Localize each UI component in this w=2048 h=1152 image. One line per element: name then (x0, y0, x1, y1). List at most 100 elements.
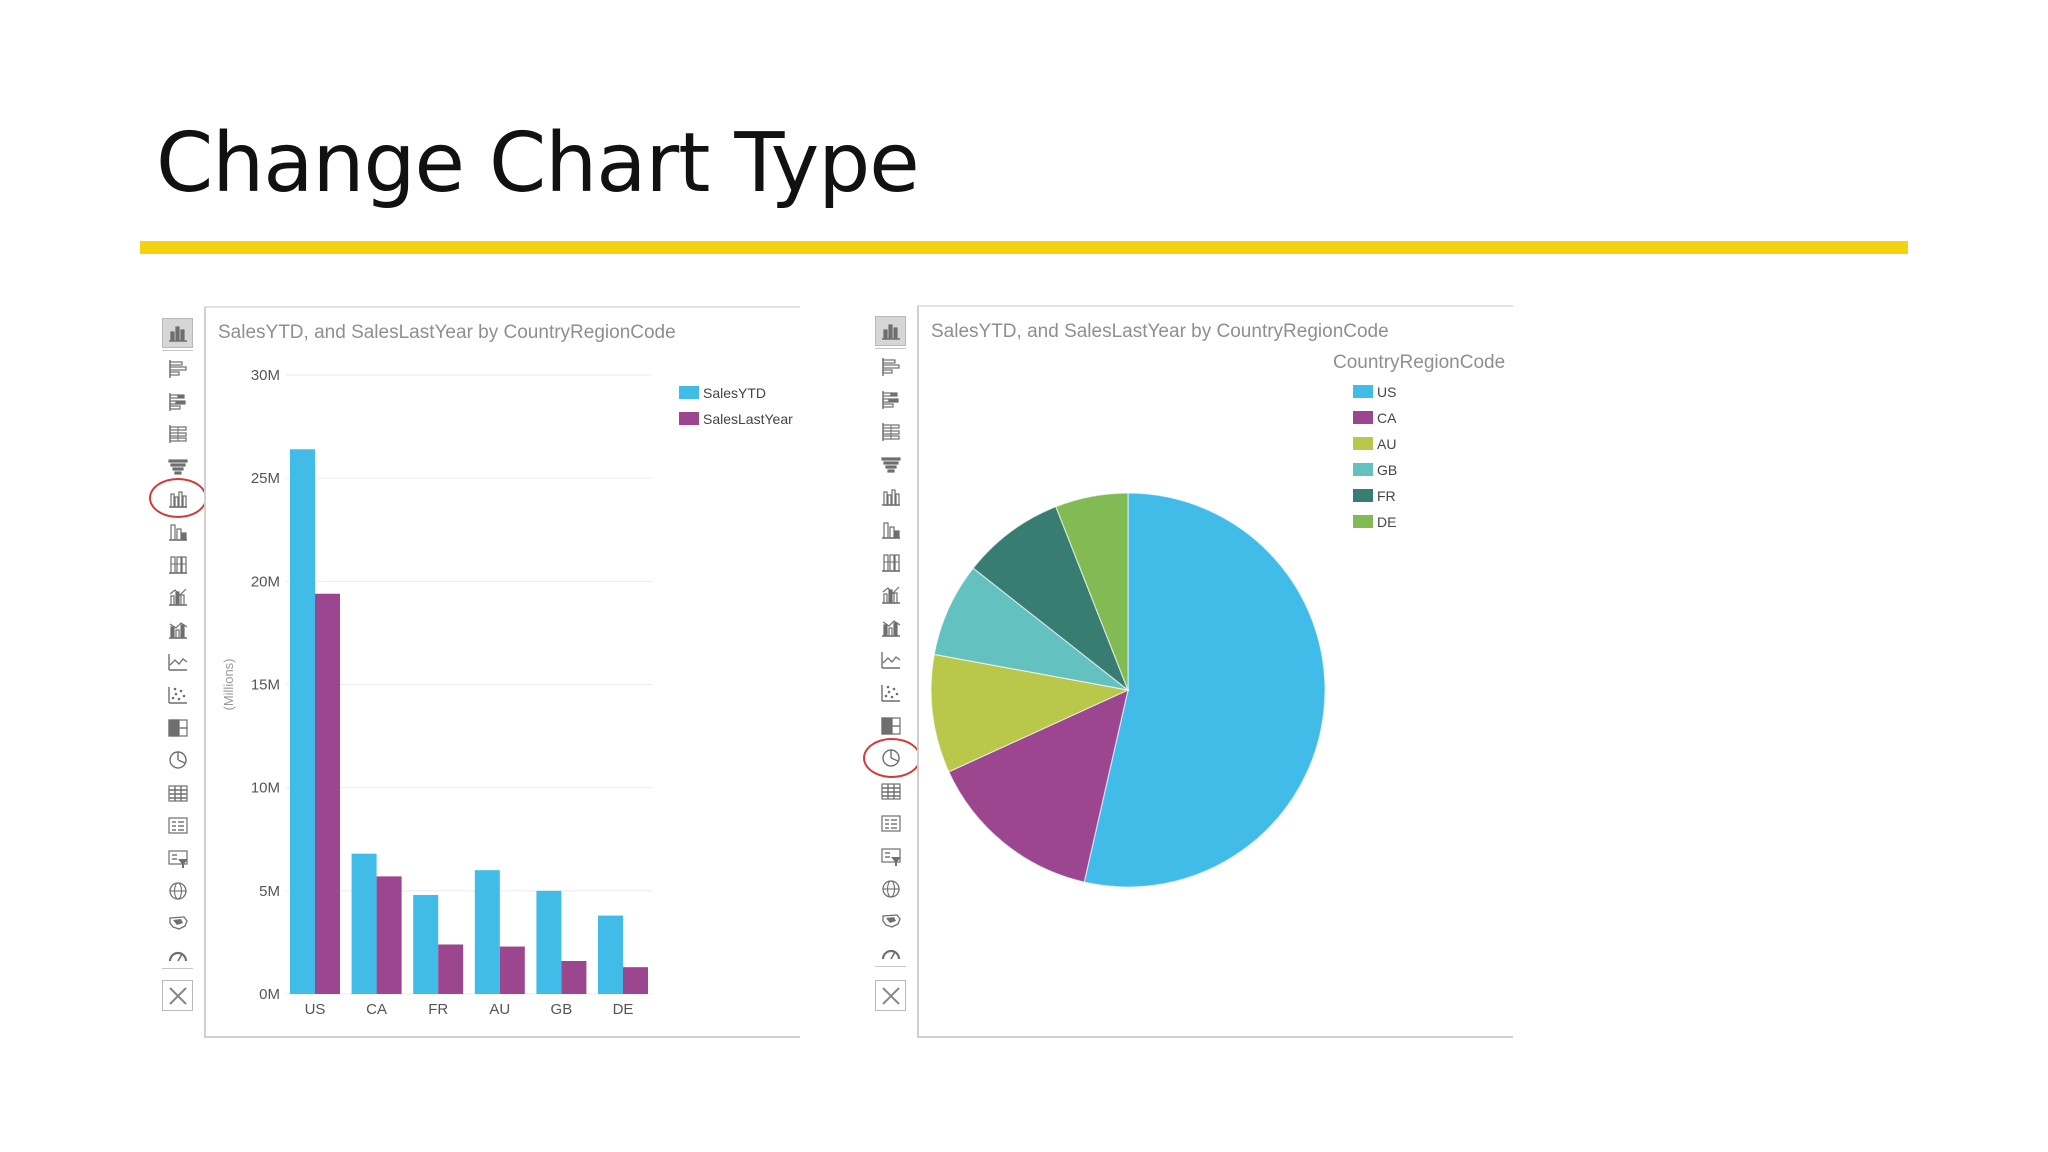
toolbar-button-clustered-bar[interactable] (162, 354, 193, 384)
toolbar-button-scatter-chart[interactable] (162, 680, 193, 710)
100-stacked-bar-icon (168, 425, 187, 444)
title-accent-bar (140, 241, 1908, 254)
toolbar-button-table[interactable] (162, 778, 193, 808)
bar-SalesLastYear-CA (376, 876, 402, 994)
funnel-icon (167, 459, 188, 475)
bar-SalesLastYear-US (315, 593, 340, 994)
toolbar-button-stacked-bar[interactable] (162, 387, 193, 417)
toolbar-button-100-stacked-bar[interactable] (875, 417, 906, 447)
close-visual-button-left[interactable] (162, 980, 193, 1011)
y-tick-label: 15M (251, 677, 280, 694)
toolbar-button-filled-map[interactable] (875, 906, 906, 936)
clustered-column-chart: 0M 5M 10M 15M 20M 25M 30M (Millions) US CA FR AU GB D… (221, 367, 793, 1018)
toolbar-button-column-line-stacked[interactable] (875, 613, 906, 643)
toolbar-button-bar-chart[interactable] (162, 318, 193, 348)
bar-SalesYTD-CA (351, 853, 377, 994)
toolbar-button-column-line[interactable] (875, 580, 906, 610)
column-line-icon (881, 586, 900, 604)
legend-swatch (1353, 437, 1373, 450)
toolbar-button-map[interactable] (162, 876, 193, 906)
x-tick-label: DE (613, 1001, 634, 1018)
bar-SalesLastYear-GB (561, 960, 587, 994)
toolbar-button-table[interactable] (875, 776, 906, 806)
toolbar-button-bar-chart[interactable] (875, 316, 906, 346)
clustered-bar-icon (168, 360, 187, 378)
treemap-icon (880, 716, 901, 735)
toolbar-button-treemap[interactable] (162, 713, 193, 743)
pie-chart-frame[interactable]: SalesYTD, and SalesLastYear by CountryRe… (917, 305, 1513, 1038)
visualizations-toolbar-right (875, 316, 906, 968)
legend-label: FR (1377, 488, 1396, 504)
stacked-bar-icon (881, 390, 899, 409)
toolbar-button-gauge[interactable] (162, 941, 193, 971)
toolbar-button-line-chart[interactable] (162, 647, 193, 677)
legend-label: SalesYTD (703, 385, 766, 401)
toolbar-button-scatter-chart[interactable] (875, 678, 906, 708)
y-axis-label: (Millions) (221, 659, 236, 711)
pie-slice-AU (930, 653, 1130, 773)
toolbar-button-line-chart[interactable] (875, 645, 906, 675)
slicer-icon (167, 850, 188, 868)
toolbar-button-column-line-stacked[interactable] (162, 615, 193, 645)
toolbar-button-clustered-bar[interactable] (875, 352, 906, 382)
stacked-column-icon (168, 524, 187, 541)
highlight-ring-pie (863, 738, 921, 778)
toolbar-separator (162, 968, 193, 969)
100-stacked-bar-icon (881, 423, 900, 442)
toolbar-button-gauge[interactable] (875, 939, 906, 969)
column-chart-frame[interactable]: SalesYTD, and SalesLastYear by CountryRe… (204, 306, 800, 1038)
toolbar-button-treemap[interactable] (875, 711, 906, 741)
close-icon (881, 986, 900, 1005)
toolbar-button-funnel[interactable] (162, 452, 193, 482)
bar-SalesLastYear-FR (438, 944, 464, 994)
scatter-chart-icon (167, 687, 187, 704)
y-tick-label: 30M (251, 367, 280, 384)
toolbar-button-filled-map[interactable] (162, 908, 193, 938)
toolbar-button-100-stacked-column[interactable] (162, 550, 193, 580)
toolbar-button-slicer[interactable] (162, 843, 193, 873)
toolbar-button-card[interactable] (162, 810, 193, 840)
toolbar-button-100-stacked-bar[interactable] (162, 419, 193, 449)
table-icon (880, 783, 901, 800)
gauge-icon (881, 949, 900, 960)
clustered-column-icon (881, 489, 900, 507)
bar-SalesYTD-US (290, 449, 315, 994)
slide-title: Change Chart Type (156, 116, 920, 211)
map-icon (881, 879, 900, 898)
close-visual-button-right[interactable] (875, 980, 906, 1011)
legend-swatch (1353, 385, 1373, 398)
card-icon (167, 817, 188, 834)
toolbar-button-clustered-column[interactable] (875, 482, 906, 512)
column-line-stacked-icon (881, 620, 900, 637)
filled-map-icon (881, 914, 901, 928)
legend-label: AU (1377, 436, 1396, 452)
legend-swatch (679, 386, 699, 399)
y-tick-label: 0M (259, 986, 280, 1003)
visualizations-toolbar-left (162, 318, 193, 970)
stacked-bar-icon (168, 392, 186, 411)
filled-map-icon (168, 916, 188, 930)
treemap-icon (167, 718, 188, 737)
card-icon (880, 815, 901, 832)
legend-label: US (1377, 384, 1396, 400)
toolbar-button-card[interactable] (875, 808, 906, 838)
toolbar-button-pie-chart[interactable] (162, 745, 193, 775)
toolbar-button-100-stacked-column[interactable] (875, 548, 906, 578)
y-tick-label: 20M (251, 573, 280, 590)
toolbar-button-stacked-bar[interactable] (875, 385, 906, 415)
legend-swatch (1353, 489, 1373, 502)
pie-chart: CountryRegionCode US CA AU GB FR DE (930, 352, 1505, 888)
x-tick-label: US (305, 1001, 326, 1018)
legend-swatch (679, 412, 699, 425)
toolbar-button-stacked-column[interactable] (162, 517, 193, 547)
bar-SalesYTD-DE (598, 915, 623, 994)
toolbar-button-map[interactable] (875, 874, 906, 904)
bar-SalesLastYear-DE (623, 967, 648, 994)
pie-slice-FR (972, 505, 1130, 692)
pie-slice-GB (933, 567, 1129, 691)
toolbar-button-slicer[interactable] (875, 841, 906, 871)
toolbar-button-column-line[interactable] (162, 582, 193, 612)
legend-label: DE (1377, 514, 1396, 530)
toolbar-button-stacked-column[interactable] (875, 515, 906, 545)
toolbar-button-funnel[interactable] (875, 450, 906, 480)
